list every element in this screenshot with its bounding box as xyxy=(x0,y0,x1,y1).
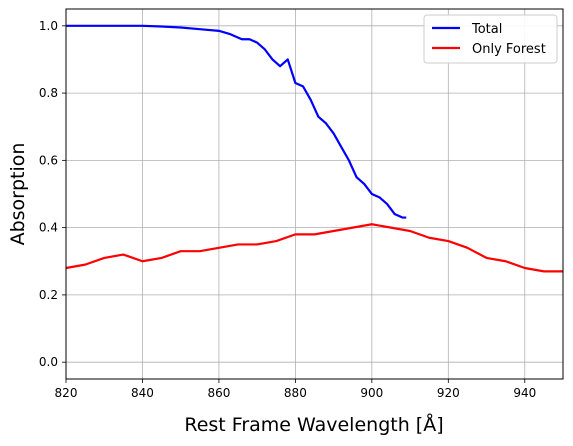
series-layer xyxy=(65,24,563,273)
y-tick-label: 0.4 xyxy=(39,221,58,235)
y-tick-label: 0.2 xyxy=(39,288,58,302)
y-ticks: 0.0 0.2 0.4 0.6 0.8 1.0 xyxy=(39,19,66,369)
x-tick-label: 860 xyxy=(207,386,230,400)
legend-label-forest: Only Forest xyxy=(472,42,546,57)
series-line-only-forest xyxy=(65,223,563,273)
x-tick-label: 840 xyxy=(131,386,154,400)
legend-label-total: Total xyxy=(471,22,502,37)
series-line-total xyxy=(66,24,407,219)
x-tick-label: 900 xyxy=(360,386,383,400)
x-tick-label: 880 xyxy=(284,386,307,400)
x-ticks: 820 840 860 880 900 920 940 xyxy=(55,379,536,400)
y-tick-label: 1.0 xyxy=(39,19,58,33)
x-tick-label: 920 xyxy=(437,386,460,400)
y-tick-label: 0.6 xyxy=(39,153,58,167)
x-tick-label: 940 xyxy=(513,386,536,400)
plot-frame xyxy=(65,8,564,380)
legend: Total Only Forest xyxy=(423,14,558,64)
y-axis-label: Absorption xyxy=(7,143,29,246)
plot-area xyxy=(66,9,563,379)
y-tick-label: 0.0 xyxy=(39,355,58,369)
x-tick-label: 820 xyxy=(55,386,78,400)
x-axis-label: Rest Frame Wavelength [Å] xyxy=(184,413,443,436)
y-tick-label: 0.8 xyxy=(39,86,58,100)
